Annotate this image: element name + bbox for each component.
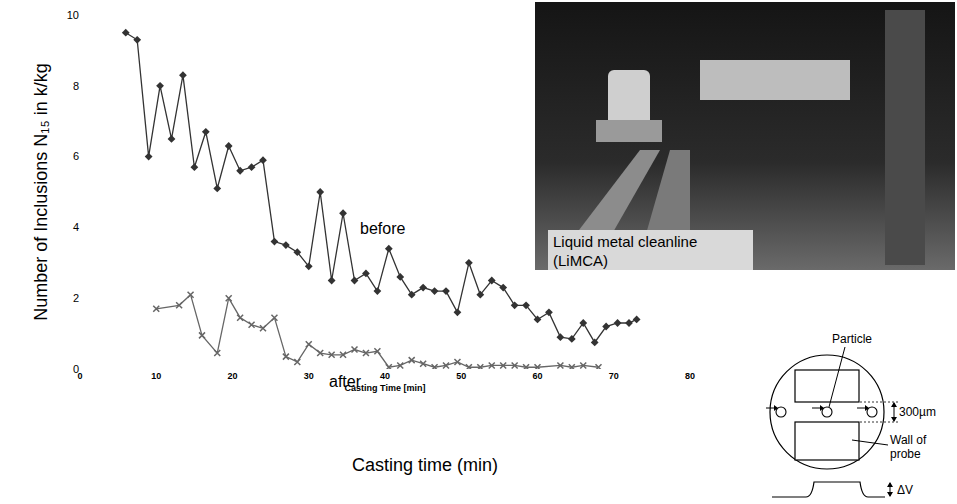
svg-text:after: after [329,373,362,390]
svg-text:6: 6 [73,150,79,162]
svg-text:10: 10 [67,9,79,21]
svg-text:0: 0 [73,363,79,375]
svg-text:probe: probe [890,447,921,461]
svg-text:80: 80 [685,371,695,381]
svg-text:Particle: Particle [832,332,872,346]
svg-text:30: 30 [304,371,314,381]
svg-text:40: 40 [380,371,390,381]
svg-text:8: 8 [73,80,79,92]
svg-text:60: 60 [532,371,542,381]
svg-text:20: 20 [227,371,237,381]
svg-text:before: before [360,220,405,237]
svg-text:10: 10 [151,371,161,381]
svg-text:Casting time (min): Casting time (min) [352,455,498,475]
svg-text:ΔV: ΔV [897,483,913,497]
svg-text:(LiMCA): (LiMCA) [553,252,608,269]
svg-text:0: 0 [77,371,82,381]
svg-text:2: 2 [73,292,79,304]
svg-text:50: 50 [456,371,466,381]
svg-text:Number of Inclusions N₁₅ in k/: Number of Inclusions N₁₅ in k/kg [31,63,51,320]
svg-text:Liquid metal cleanline: Liquid metal cleanline [553,233,697,250]
svg-text:300µm: 300µm [899,405,936,419]
svg-text:Wall of: Wall of [890,433,927,447]
svg-text:70: 70 [609,371,619,381]
svg-text:Casting Time [min]: Casting Time [min] [345,383,426,393]
svg-text:4: 4 [73,221,79,233]
